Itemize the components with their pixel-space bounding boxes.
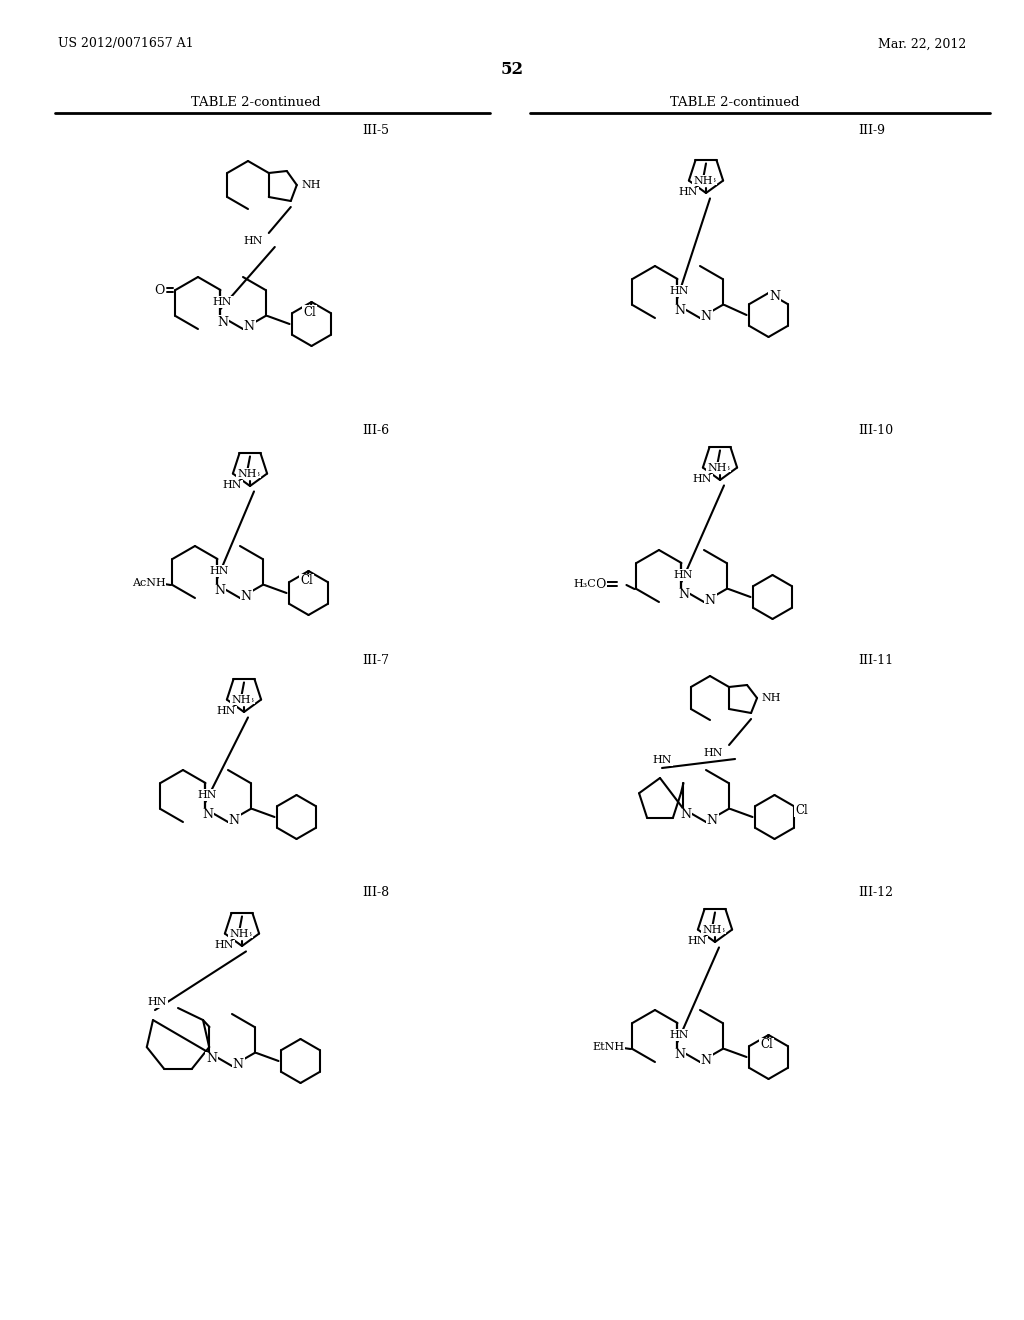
Text: NH: NH bbox=[301, 180, 321, 190]
Text: EtNH: EtNH bbox=[593, 1041, 625, 1052]
Text: US 2012/0071657 A1: US 2012/0071657 A1 bbox=[58, 37, 194, 50]
Text: HN: HN bbox=[216, 706, 236, 717]
Text: III-12: III-12 bbox=[858, 886, 893, 899]
Text: N: N bbox=[680, 808, 691, 821]
Text: III-6: III-6 bbox=[362, 424, 389, 437]
Text: HN: HN bbox=[243, 236, 262, 246]
Text: HN: HN bbox=[222, 480, 242, 491]
Text: HN: HN bbox=[198, 789, 217, 800]
Text: CH₃: CH₃ bbox=[233, 694, 255, 704]
Text: NH: NH bbox=[708, 462, 727, 473]
Text: N: N bbox=[678, 589, 689, 602]
Text: N: N bbox=[232, 1057, 244, 1071]
Text: III-5: III-5 bbox=[362, 124, 389, 137]
Text: Cl: Cl bbox=[796, 804, 808, 817]
Text: N: N bbox=[700, 1053, 712, 1067]
Text: HN: HN bbox=[687, 936, 707, 946]
Text: HN: HN bbox=[674, 570, 693, 579]
Text: N: N bbox=[228, 813, 240, 826]
Text: H₃C: H₃C bbox=[573, 579, 596, 589]
Text: NH: NH bbox=[761, 693, 781, 704]
Text: N: N bbox=[214, 585, 225, 598]
Text: HN: HN bbox=[210, 566, 229, 576]
Text: N: N bbox=[769, 290, 780, 304]
Text: N: N bbox=[674, 305, 685, 318]
Text: N: N bbox=[217, 315, 228, 329]
Text: III-8: III-8 bbox=[362, 886, 389, 899]
Text: NH: NH bbox=[231, 694, 251, 705]
Text: HN: HN bbox=[213, 297, 232, 308]
Text: N: N bbox=[674, 1048, 685, 1061]
Text: N: N bbox=[206, 1052, 217, 1065]
Text: HN: HN bbox=[670, 1030, 689, 1040]
Text: Mar. 22, 2012: Mar. 22, 2012 bbox=[878, 37, 966, 50]
Text: N: N bbox=[241, 590, 252, 602]
Text: HN: HN bbox=[652, 755, 672, 766]
Text: N: N bbox=[700, 309, 712, 322]
Text: CH₃: CH₃ bbox=[240, 469, 260, 478]
Text: N: N bbox=[705, 594, 716, 606]
Text: NH: NH bbox=[238, 469, 257, 479]
Text: CH₃: CH₃ bbox=[231, 928, 253, 937]
Text: CH₃: CH₃ bbox=[695, 176, 717, 185]
Text: HN: HN bbox=[703, 748, 723, 758]
Text: N: N bbox=[202, 808, 213, 821]
Text: HN: HN bbox=[147, 997, 167, 1007]
Text: HN: HN bbox=[670, 286, 689, 296]
Text: NH: NH bbox=[229, 928, 249, 939]
Text: HN: HN bbox=[692, 474, 712, 484]
Text: Cl: Cl bbox=[760, 1039, 773, 1052]
Text: III-7: III-7 bbox=[362, 653, 389, 667]
Text: TABLE 2-continued: TABLE 2-continued bbox=[671, 95, 800, 108]
Text: Cl: Cl bbox=[300, 574, 313, 587]
Text: HN: HN bbox=[214, 940, 233, 950]
Text: HN: HN bbox=[678, 187, 697, 198]
Text: O: O bbox=[595, 578, 605, 590]
Text: TABLE 2-continued: TABLE 2-continued bbox=[191, 95, 321, 108]
Text: N: N bbox=[707, 813, 718, 826]
Text: CH₃: CH₃ bbox=[705, 924, 725, 933]
Text: III-10: III-10 bbox=[858, 424, 893, 437]
Text: III-9: III-9 bbox=[858, 124, 885, 137]
Text: CH₃: CH₃ bbox=[710, 462, 730, 471]
Text: 52: 52 bbox=[501, 62, 523, 78]
Text: NH: NH bbox=[693, 176, 713, 186]
Text: O: O bbox=[155, 284, 165, 297]
Text: Cl: Cl bbox=[303, 305, 315, 318]
Text: NH: NH bbox=[702, 924, 722, 935]
Text: III-11: III-11 bbox=[858, 653, 893, 667]
Text: N: N bbox=[244, 321, 255, 334]
Text: AcNH: AcNH bbox=[131, 578, 165, 587]
